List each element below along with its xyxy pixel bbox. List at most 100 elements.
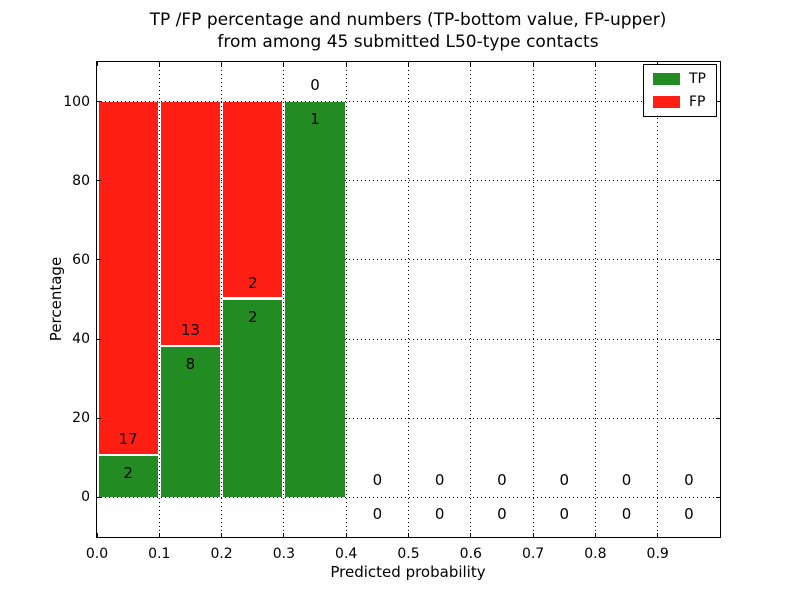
y-tick-mark — [97, 180, 101, 182]
x-gridline — [221, 62, 223, 537]
tp-count-label: 0 — [497, 505, 507, 524]
y-gridline — [97, 417, 720, 419]
bar-tp-segment — [223, 299, 283, 498]
x-tick-mark — [96, 533, 98, 537]
y-gridline — [97, 338, 720, 340]
x-gridline — [345, 62, 347, 537]
chart-title-line2: from among 45 submitted L50-type contact… — [217, 32, 599, 52]
y-tick-label: 0 — [81, 489, 90, 506]
x-tick-label: 0.7 — [521, 546, 545, 562]
x-tick-label: 0.6 — [459, 546, 482, 562]
tp-count-label: 8 — [185, 354, 196, 373]
plot-area: TP FP 17 2 13 8 2 2 0 1 0 0 0 0 0 0 0 0 0 0 0 0 — [96, 61, 721, 538]
legend-item-fp: FP — [653, 95, 706, 109]
x-tick-label: 0.9 — [646, 546, 669, 562]
x-tick-mark — [158, 533, 160, 537]
y-tick-label: 40 — [72, 331, 90, 348]
x-gridline — [283, 62, 285, 537]
tp-count-label: 0 — [559, 505, 570, 524]
x-tick-mark — [470, 533, 472, 537]
y-tick-label: 100 — [63, 93, 90, 110]
fp-count-label: 0 — [497, 471, 507, 490]
x-tick-mark — [408, 533, 409, 537]
x-gridline — [158, 62, 160, 537]
x-axis-label: Predicted probability — [330, 563, 486, 581]
tp-count-label: 2 — [123, 463, 133, 482]
fp-count-label: 0 — [310, 75, 320, 94]
bar-fp-segment — [98, 101, 158, 454]
legend-label-tp: TP — [689, 71, 706, 87]
chart-title-line1: TP /FP percentage and numbers (TP-bottom… — [149, 10, 667, 30]
x-tick-label: 0.1 — [148, 546, 171, 562]
x-gridline — [408, 62, 409, 537]
x-tick-mark — [594, 533, 596, 537]
x-tick-mark — [532, 62, 534, 66]
legend-label-fp: FP — [689, 94, 706, 110]
y-tick-label: 60 — [72, 251, 90, 268]
fp-count-label: 13 — [180, 320, 200, 339]
bar-fp-segment — [223, 101, 283, 298]
x-gridline — [657, 62, 659, 537]
y-gridline — [97, 259, 720, 261]
tp-count-label: 0 — [621, 505, 632, 524]
x-tick-mark — [283, 62, 285, 66]
x-tick-label: 0.4 — [335, 546, 358, 562]
bar-tp-segment — [98, 455, 158, 498]
x-tick-mark — [221, 533, 223, 537]
tp-count-label: 2 — [247, 307, 258, 326]
x-tick-label: 0.8 — [584, 546, 607, 562]
x-tick-mark — [283, 533, 285, 537]
y-tick-mark — [716, 180, 720, 182]
x-tick-label: 0.2 — [210, 546, 233, 562]
tp-color-swatch — [653, 73, 680, 85]
legend: TP FP — [643, 64, 717, 117]
x-tick-mark — [96, 62, 98, 66]
x-tick-mark — [594, 62, 596, 66]
y-tick-mark — [97, 496, 101, 498]
x-tick-label: 0.5 — [397, 546, 420, 562]
y-gridline — [97, 180, 720, 182]
y-tick-mark — [97, 101, 101, 103]
x-tick-mark — [345, 533, 347, 537]
y-gridline — [97, 496, 720, 498]
fp-count-label: 2 — [247, 273, 258, 292]
y-tick-mark — [97, 259, 101, 261]
y-tick-mark — [97, 338, 101, 340]
bar-fp-segment — [160, 101, 221, 345]
tp-count-label: 0 — [372, 505, 383, 524]
x-gridline — [594, 62, 596, 537]
fp-count-label: 0 — [684, 471, 694, 490]
x-tick-mark — [221, 62, 223, 66]
tp-count-label: 1 — [310, 109, 320, 128]
y-tick-mark — [716, 496, 720, 498]
fp-color-swatch — [653, 96, 680, 108]
fp-count-label: 0 — [559, 471, 570, 490]
y-tick-mark — [97, 417, 101, 419]
x-tick-mark — [408, 62, 409, 66]
x-tick-label: 0.0 — [85, 546, 109, 562]
legend-item-tp: TP — [653, 72, 706, 86]
tp-count-label: 0 — [434, 505, 445, 524]
fp-count-label: 0 — [372, 471, 383, 490]
y-tick-mark — [716, 417, 720, 419]
y-gridline — [97, 101, 720, 103]
x-tick-mark — [470, 62, 472, 66]
fp-count-label: 17 — [118, 429, 138, 448]
fp-count-label: 0 — [621, 471, 632, 490]
y-tick-mark — [716, 338, 720, 340]
x-tick-mark — [532, 533, 534, 537]
fp-count-label: 0 — [434, 471, 445, 490]
x-tick-mark — [345, 62, 347, 66]
bar-tp-segment — [285, 101, 345, 498]
y-tick-label: 80 — [72, 172, 90, 189]
y-tick-label: 20 — [72, 410, 90, 427]
y-tick-mark — [716, 259, 720, 261]
tp-count-label: 0 — [684, 505, 694, 524]
x-gridline — [470, 62, 472, 537]
y-tick-mark — [716, 101, 720, 103]
x-tick-label: 0.3 — [272, 546, 296, 562]
x-tick-mark — [657, 533, 659, 537]
x-gridline — [532, 62, 534, 537]
chart-title: TP /FP percentage and numbers (TP-bottom… — [150, 9, 667, 53]
